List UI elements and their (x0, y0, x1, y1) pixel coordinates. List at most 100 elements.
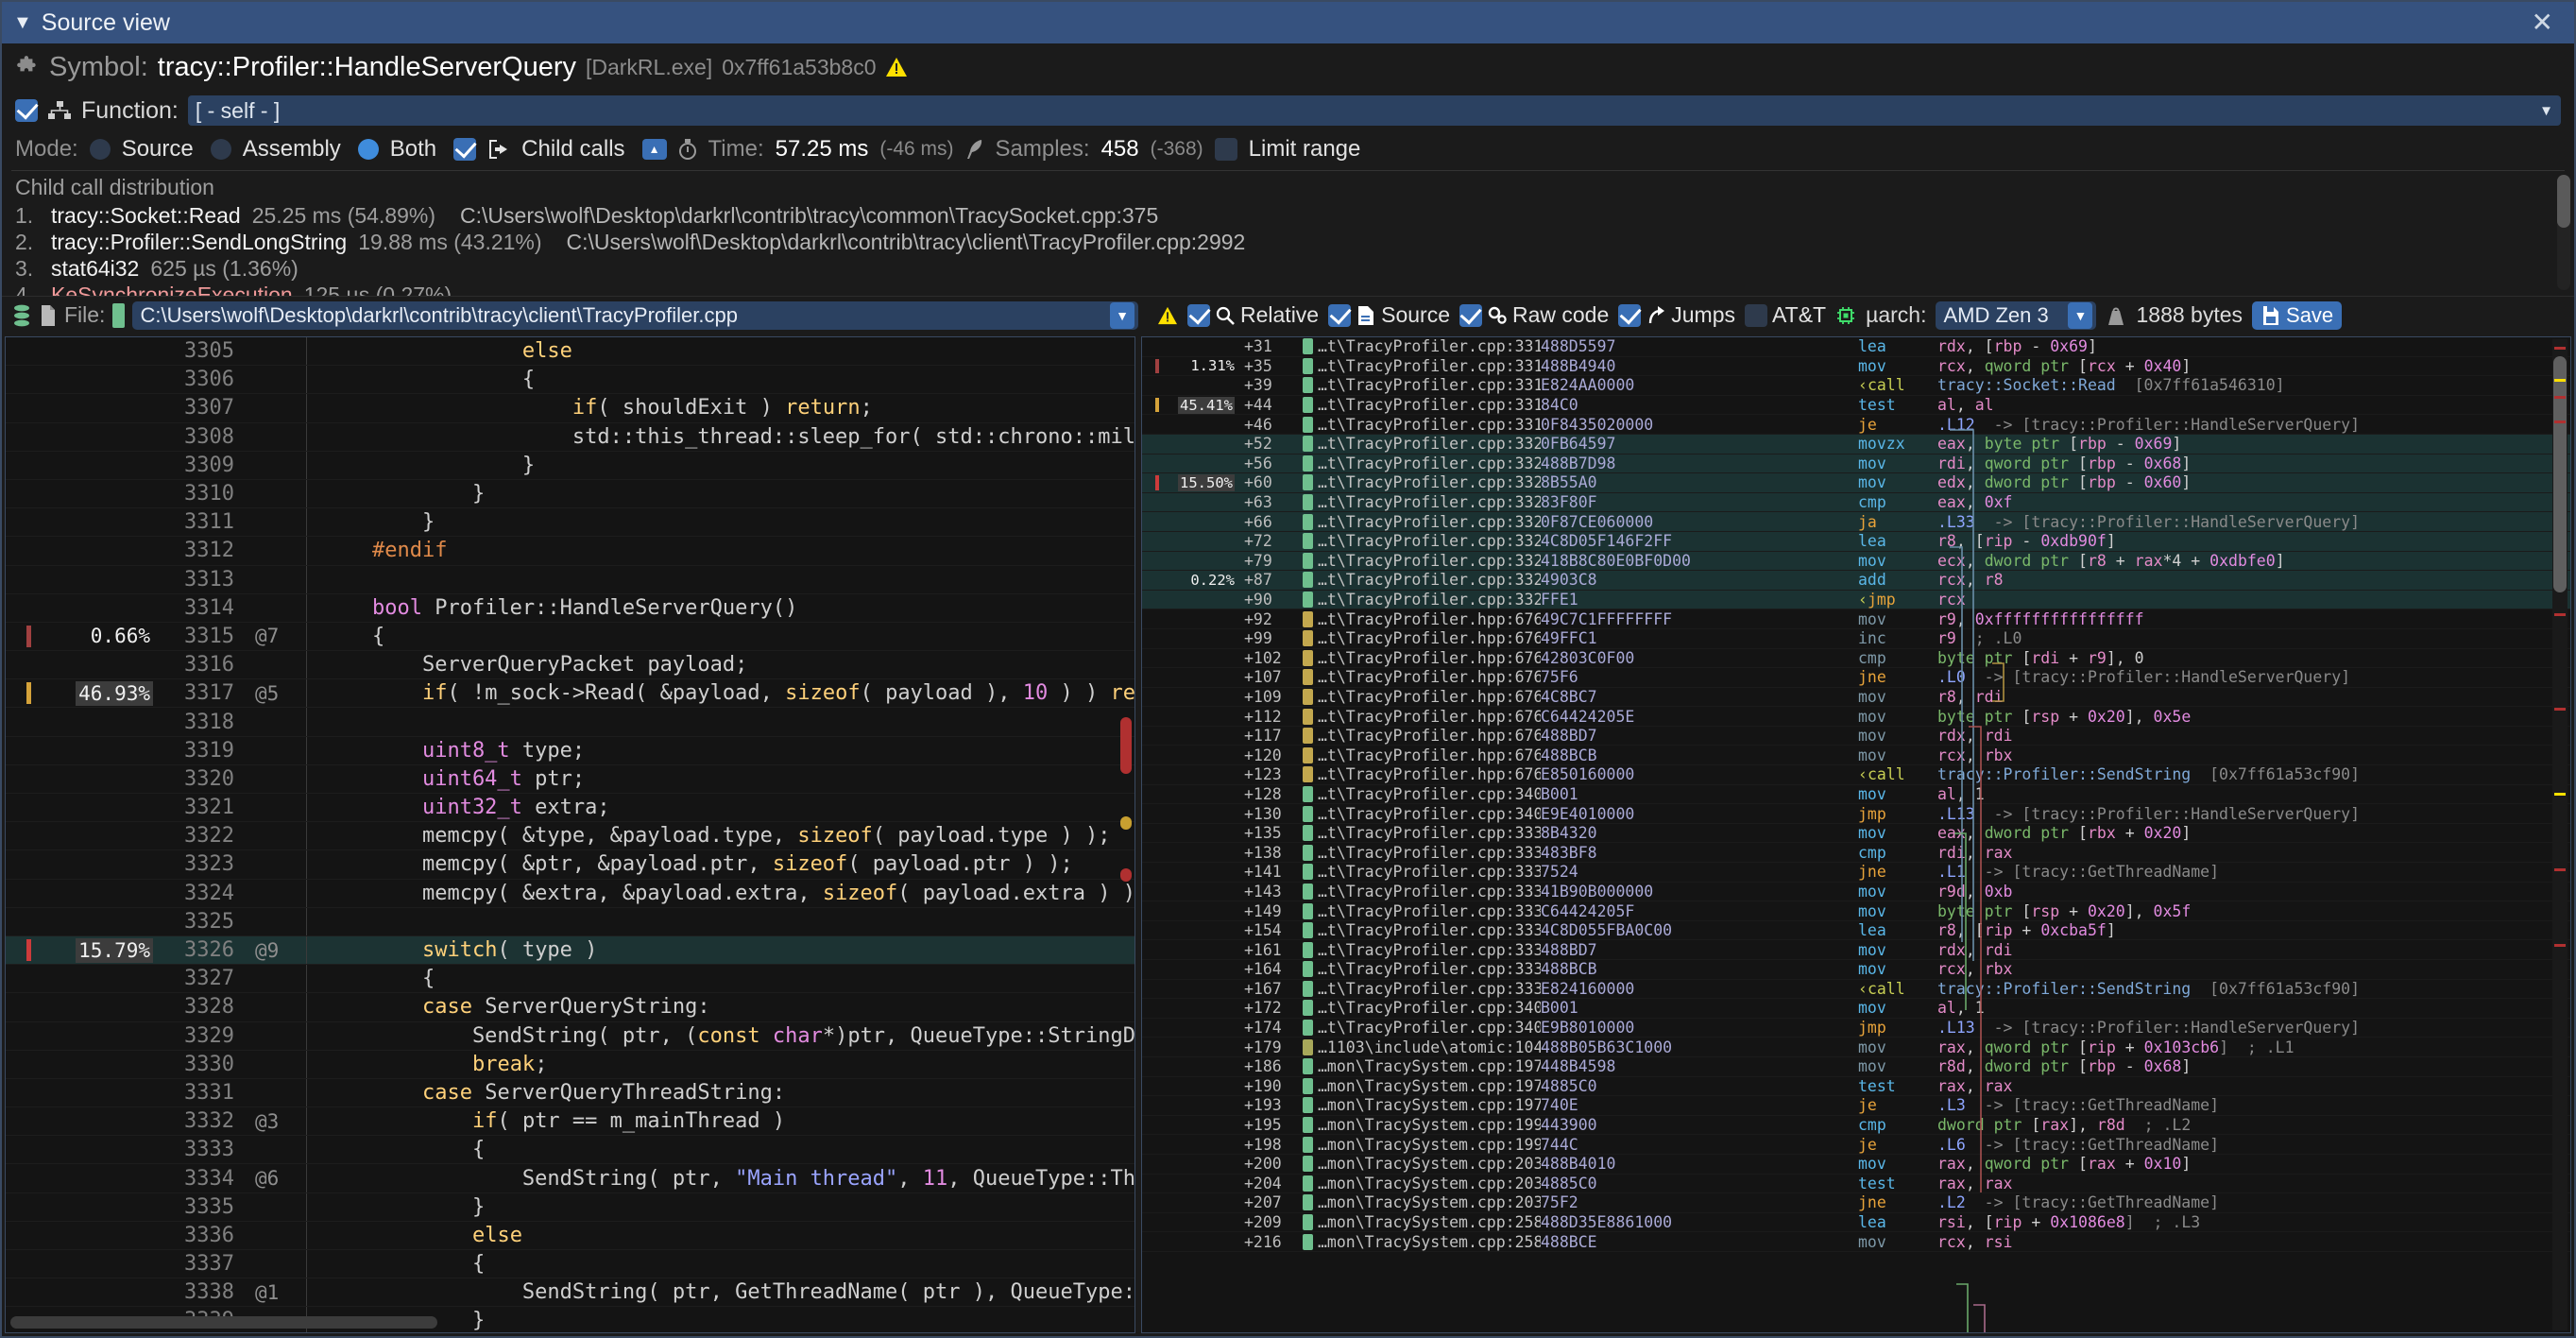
source-line[interactable]: 3308 std::this_thread::sleep_for( std::c… (6, 422, 1134, 452)
child-call-row[interactable]: 2. tracy::Profiler::SendLongString 19.88… (15, 230, 2561, 256)
asm-source-file[interactable]: …mon\TracySystem.cpp:203 (1318, 1193, 1541, 1212)
source-line[interactable]: 3330 break; (6, 1050, 1134, 1079)
relative-checkbox[interactable] (1187, 303, 1210, 327)
source-line[interactable]: 3307 if( shouldExit ) return; (6, 394, 1134, 423)
mode-option-assembly[interactable]: Assembly (242, 136, 341, 162)
assembly-line[interactable]: +179 …1103\include\atomic:1048 488B05B63C1… (1142, 1038, 2570, 1057)
asm-source-file[interactable]: …t\TracyProfiler.cpp:3334 (1318, 921, 1541, 940)
source-line[interactable]: 3334 @6 SendString( ptr, "Main thread", 1… (6, 1164, 1134, 1193)
assembly-line[interactable]: +72 …t\TracyProfiler.cpp:3326 4C8D05F146F2… (1142, 531, 2570, 552)
assembly-line[interactable]: +79 …t\TracyProfiler.cpp:3326 418B8C80E0BF… (1142, 551, 2570, 572)
asm-source-file[interactable]: …mon\TracySystem.cpp:203 (1318, 1174, 1541, 1192)
save-button[interactable]: Save (2252, 300, 2343, 330)
source-line[interactable]: 3321 uint32_t extra; (6, 794, 1134, 823)
assembly-line[interactable]: +90 …t\TracyProfiler.cpp:3326 FFE1 ‹jmp rcx (1142, 590, 2570, 610)
assembly-line[interactable]: +193 …mon\TracySystem.cpp:197 740E je .L3 ->… (1142, 1096, 2570, 1116)
limit-range-label[interactable]: Limit range (1248, 136, 1361, 162)
source-line[interactable]: 3327 { (6, 965, 1134, 994)
limit-range-checkbox[interactable] (1214, 138, 1237, 161)
warning-icon[interactable] (885, 57, 908, 77)
source-line[interactable]: 3313 (6, 565, 1134, 594)
assembly-line[interactable]: +120 …t\TracyProfiler.hpp:676 488BCB mov rcx… (1142, 746, 2570, 766)
asm-source-file[interactable]: …t\TracyProfiler.cpp:3326 (1318, 512, 1541, 531)
assembly-line[interactable]: +186 …mon\TracySystem.cpp:197 448B4598 mov r… (1142, 1057, 2570, 1077)
source-line[interactable]: 3323 memcpy( &ptr, &payload.ptr, sizeof(… (6, 850, 1134, 880)
assembly-line[interactable]: +99 …t\TracyProfiler.hpp:676 49FFC1 inc r9 ;… (1142, 629, 2570, 649)
child-call-row[interactable]: 4. KeSynchronizeExecution 125 µs (0.27%) (15, 283, 2561, 296)
asm-source-file[interactable]: …mon\TracySystem.cpp:197 (1318, 1057, 1541, 1076)
asm-source-file[interactable]: …t\TracyProfiler.cpp:3317 (1318, 376, 1541, 395)
asm-source-file[interactable]: …t\TracyProfiler.cpp:3317 (1318, 396, 1541, 415)
source-line[interactable]: 3329 SendString( ptr, (const char*)ptr, … (6, 1021, 1134, 1051)
assembly-line[interactable]: +198 …mon\TracySystem.cpp:199 744C je .L6 ->… (1142, 1135, 2570, 1155)
assembly-vertical-scrollbar[interactable] (2552, 339, 2567, 1330)
function-checkbox[interactable] (15, 99, 38, 122)
radio-assembly[interactable] (210, 139, 231, 160)
source-code-list[interactable]: 3305 else 3306 {3307 if( shouldExit ) ret… (6, 337, 1134, 1332)
option-att[interactable]: AT&T (1745, 302, 1826, 328)
triangle-up-icon[interactable]: ▲ (641, 139, 667, 160)
assembly-line[interactable]: +46 …t\TracyProfiler.cpp:3317 0F8435020000… (1142, 415, 2570, 435)
child-calls-label[interactable]: Child calls (521, 136, 625, 162)
chevron-down-icon[interactable]: ▼ (2068, 301, 2093, 329)
asm-source-file[interactable]: …t\TracyProfiler.hpp:676 (1318, 765, 1541, 784)
child-calls-checkbox[interactable] (453, 138, 477, 161)
assembly-line[interactable]: +172 …t\TracyProfiler.cpp:3401 B001 mov al, … (1142, 999, 2570, 1019)
asm-source-file[interactable]: …mon\TracySystem.cpp:197 (1318, 1076, 1541, 1095)
source-line[interactable]: 3338 @1 SendString( ptr, GetThreadName( p… (6, 1278, 1134, 1308)
option-relative[interactable]: Relative (1187, 302, 1319, 328)
assembly-line[interactable]: +135 …t\TracyProfiler.cpp:3332 8B4320 mov ea… (1142, 824, 2570, 844)
source-line[interactable]: 3311 } (6, 508, 1134, 538)
assembly-line[interactable]: +149 …t\TracyProfiler.cpp:3334 C64424205F m… (1142, 901, 2570, 921)
asm-source-file[interactable]: …t\TracyProfiler.hpp:676 (1318, 727, 1541, 746)
asm-source-file[interactable]: …t\TracyProfiler.cpp:3326 (1318, 532, 1541, 551)
source-line[interactable]: 3337 { (6, 1250, 1134, 1279)
source-line[interactable]: 3312 #endif (6, 537, 1134, 566)
source-checkbox[interactable] (1328, 303, 1352, 327)
asm-source-file[interactable]: …t\TracyProfiler.cpp:3334 (1318, 979, 1541, 998)
asm-source-file[interactable]: …t\TracyProfiler.cpp:3334 (1318, 940, 1541, 959)
source-vertical-scrollbar[interactable] (1120, 339, 1132, 1312)
source-line[interactable]: 3322 memcpy( &type, &payload.type, sizeo… (6, 822, 1134, 851)
source-line[interactable]: 0.66% 3315 @7 { (6, 622, 1134, 652)
assembly-line[interactable]: +39 …t\TracyProfiler.cpp:3317 E824AA0000 ‹c… (1142, 376, 2570, 396)
assembly-line[interactable]: +112 …t\TracyProfiler.hpp:676 C64424205E mo… (1142, 707, 2570, 727)
assembly-line[interactable]: +204 …mon\TracySystem.cpp:203 4885C0 test ra… (1142, 1175, 2570, 1194)
asm-source-file[interactable]: …t\TracyProfiler.cpp:3334 (1318, 882, 1541, 901)
asm-source-file[interactable]: …t\TracyProfiler.cpp:3317 (1318, 356, 1541, 375)
asm-source-file[interactable]: …t\TracyProfiler.cpp:3326 (1318, 435, 1541, 454)
source-line[interactable]: 15.79% 3326 @9 switch( type ) (6, 935, 1134, 966)
assembly-line[interactable]: +138 …t\TracyProfiler.cpp:3332 483BF8 cmp rd… (1142, 843, 2570, 864)
asm-source-file[interactable]: …t\TracyProfiler.hpp:676 (1318, 687, 1541, 706)
asm-source-file[interactable]: …t\TracyProfiler.hpp:676 (1318, 707, 1541, 726)
asm-source-file[interactable]: …mon\TracySystem.cpp:203 (1318, 1155, 1541, 1174)
source-line[interactable]: 3318 (6, 708, 1134, 737)
assembly-line[interactable]: +63 …t\TracyProfiler.cpp:3326 83F80F cmp eax… (1142, 492, 2570, 513)
source-line[interactable]: 3314 bool Profiler::HandleServerQuery() (6, 593, 1134, 623)
assembly-line[interactable]: +174 …t\TracyProfiler.cpp:3401 E9B8010000 j… (1142, 1019, 2570, 1038)
assembly-line[interactable]: 0.22% +87 …t\TracyProfiler.cpp:3326 4903C8 a… (1142, 571, 2570, 591)
asm-source-file[interactable]: …t\TracyProfiler.cpp:3332 (1318, 843, 1541, 862)
close-icon[interactable]: ✕ (2531, 7, 2553, 38)
asm-source-file[interactable]: …t\TracyProfiler.cpp:3401 (1318, 784, 1541, 803)
source-line[interactable]: 3335 } (6, 1192, 1134, 1222)
assembly-line[interactable]: +207 …mon\TracySystem.cpp:203 75F2 jne .L2 -… (1142, 1193, 2570, 1213)
option-source[interactable]: Source (1328, 302, 1450, 328)
assembly-line[interactable]: +123 …t\TracyProfiler.hpp:676 E850160000 ‹c… (1142, 765, 2570, 785)
asm-source-file[interactable]: …mon\TracySystem.cpp:199 (1318, 1135, 1541, 1154)
file-path-selector[interactable]: C:\Users\wolf\Desktop\darkrl\contrib\tra… (132, 300, 1138, 330)
assembly-line[interactable]: +154 …t\TracyProfiler.cpp:3334 4C8D055FBA0… (1142, 921, 2570, 941)
assembly-line[interactable]: 1.31% +35 …t\TracyProfiler.cpp:3317 488B494… (1142, 357, 2570, 377)
asm-source-file[interactable]: …t\TracyProfiler.hpp:676 (1318, 746, 1541, 764)
asm-source-file[interactable]: …mon\TracySystem.cpp:258 (1318, 1213, 1541, 1232)
assembly-line[interactable]: +130 …t\TracyProfiler.cpp:3401 E9E4010000 j… (1142, 804, 2570, 824)
assembly-line[interactable]: +92 …t\TracyProfiler.hpp:676 49C7C1FFFFFFF… (1142, 609, 2570, 629)
assembly-line[interactable]: 45.41% +44 …t\TracyProfiler.cpp:3317 84C0 te… (1142, 396, 2570, 416)
radio-both[interactable] (357, 139, 379, 160)
asm-source-file[interactable]: …t\TracyProfiler.cpp:3317 (1318, 337, 1541, 356)
asm-source-file[interactable]: …t\TracyProfiler.hpp:676 (1318, 668, 1541, 687)
asm-source-file[interactable]: …t\TracyProfiler.cpp:3326 (1318, 454, 1541, 472)
assembly-line[interactable]: +52 …t\TracyProfiler.cpp:3326 0FB64597 movz… (1142, 434, 2570, 455)
assembly-line[interactable]: +56 …t\TracyProfiler.cpp:3326 488B7D98 mov r… (1142, 454, 2570, 474)
option-raw-code[interactable]: Raw code (1459, 302, 1609, 328)
